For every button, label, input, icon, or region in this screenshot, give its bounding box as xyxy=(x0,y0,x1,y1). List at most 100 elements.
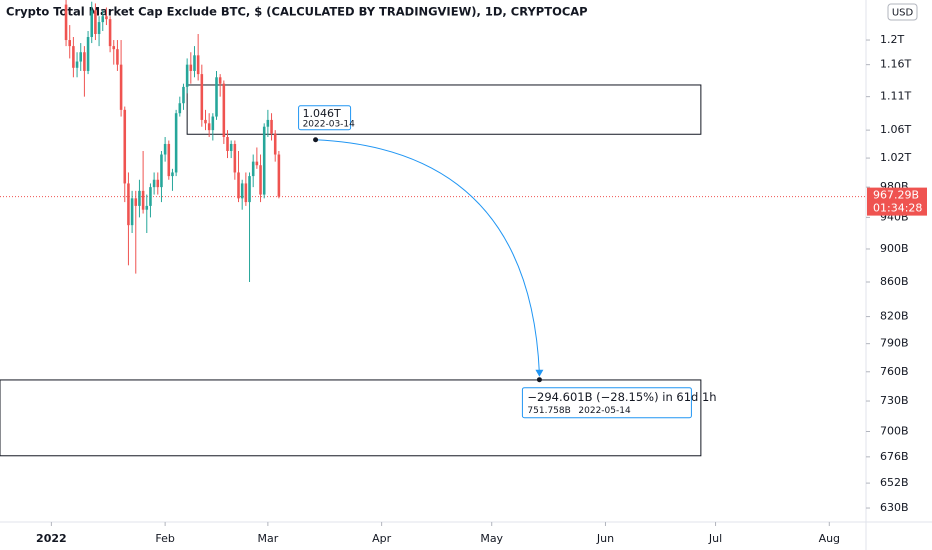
candle-body xyxy=(233,143,237,173)
x-tick-label: Feb xyxy=(155,532,174,545)
candle-body xyxy=(83,52,86,71)
last-price-label: 967.29B xyxy=(873,189,919,202)
candle-body xyxy=(160,154,163,188)
candle-body xyxy=(248,176,251,203)
y-tick-label: 630B xyxy=(880,501,909,514)
candle-body xyxy=(152,179,156,188)
candle-body xyxy=(226,137,229,151)
candle-body xyxy=(123,109,127,184)
x-tick-label: Mar xyxy=(257,532,278,545)
measure-end-point xyxy=(536,377,542,383)
candle-body xyxy=(178,103,182,114)
y-tick-label: 652B xyxy=(880,476,909,489)
candle-body xyxy=(119,64,123,110)
candle-body xyxy=(171,172,174,177)
y-tick-label: 700B xyxy=(880,425,909,438)
candle-body xyxy=(277,154,281,197)
candle-body xyxy=(138,190,141,206)
y-tick-label: 1.06T xyxy=(880,123,911,136)
candle-body xyxy=(262,126,266,195)
candle-body xyxy=(229,143,233,151)
y-tick-label: 676B xyxy=(880,450,909,463)
candle-body xyxy=(200,74,204,120)
candle-body xyxy=(218,77,222,84)
candle-body xyxy=(149,187,152,206)
y-tick-label: 730B xyxy=(880,394,909,407)
candle-body xyxy=(141,190,145,210)
measure-curve xyxy=(315,139,540,374)
candle-body xyxy=(156,179,160,188)
candle-body xyxy=(251,161,255,177)
zone xyxy=(0,379,702,457)
measure-end-date: 2022-05-14 xyxy=(578,406,631,416)
candle-body xyxy=(193,55,196,71)
x-tick-label: Jun xyxy=(596,532,614,545)
measure-label: −294.601B (−28.15%) in 61d 1h xyxy=(527,390,716,404)
measure-start-value: 1.046T xyxy=(303,107,341,120)
measure-end-box xyxy=(521,387,692,419)
candle-body xyxy=(204,119,207,124)
y-tick-label: 1.11T xyxy=(880,90,911,103)
candle-body xyxy=(185,64,189,87)
candle-body xyxy=(145,205,149,210)
candle-body xyxy=(167,143,171,177)
candle-body xyxy=(266,119,270,127)
countdown: 01:34:28 xyxy=(873,202,922,215)
measure-start-point xyxy=(313,137,319,143)
candle-body xyxy=(97,22,101,35)
y-tick-label: 1.02T xyxy=(880,151,911,164)
candle-body xyxy=(244,183,248,203)
candle-body xyxy=(240,183,244,199)
candle-body xyxy=(112,46,116,50)
candle-body xyxy=(222,83,226,138)
y-tick-label: 790B xyxy=(880,337,909,350)
candle-body xyxy=(255,161,259,166)
measure-arrowhead xyxy=(535,369,544,377)
candle-body xyxy=(86,37,90,71)
y-tick-label: 1.2T xyxy=(880,33,904,46)
candle-body xyxy=(163,143,167,155)
candle-body xyxy=(105,16,108,20)
x-tick-label: Apr xyxy=(372,532,392,545)
candle-body xyxy=(94,10,97,35)
y-tick-label: 760B xyxy=(880,365,909,378)
candle-body xyxy=(259,165,262,195)
candle-body xyxy=(101,16,105,23)
y-tick-label: 820B xyxy=(880,310,909,323)
candle-body xyxy=(182,86,185,104)
candle-body xyxy=(174,113,178,173)
candle-body xyxy=(211,116,215,131)
candle-body xyxy=(130,198,134,226)
measure-end-value: 751.758B xyxy=(527,406,570,416)
candle-body xyxy=(79,52,83,62)
candle-body xyxy=(75,61,79,68)
candle-body xyxy=(196,55,200,75)
candle-body xyxy=(64,4,68,41)
candle-body xyxy=(237,172,240,199)
x-tick-label: May xyxy=(480,532,503,545)
candle-body xyxy=(68,40,72,47)
y-tick-label: 860B xyxy=(880,275,909,288)
candle-body xyxy=(207,123,211,131)
candle-body xyxy=(273,133,277,155)
candle-body xyxy=(90,10,94,38)
candle-body xyxy=(72,46,75,68)
candle-body xyxy=(134,198,138,206)
candle-body xyxy=(189,64,193,71)
chart-title: Crypto Total Market Cap Exclude BTC, $ (… xyxy=(6,5,588,19)
zone xyxy=(186,84,702,135)
x-tick-label: 2022 xyxy=(36,532,67,545)
x-tick-label: Aug xyxy=(819,532,840,545)
last-price-box xyxy=(867,187,927,216)
currency[interactable]: USD xyxy=(892,8,914,19)
candle-body xyxy=(127,183,130,226)
currency-box[interactable] xyxy=(887,3,918,21)
measure-start-date: 2022-03-14 xyxy=(303,119,356,129)
candle-body xyxy=(108,19,112,47)
candle-body xyxy=(116,49,119,65)
candle-body xyxy=(270,119,273,134)
measure-start-box xyxy=(298,105,352,131)
